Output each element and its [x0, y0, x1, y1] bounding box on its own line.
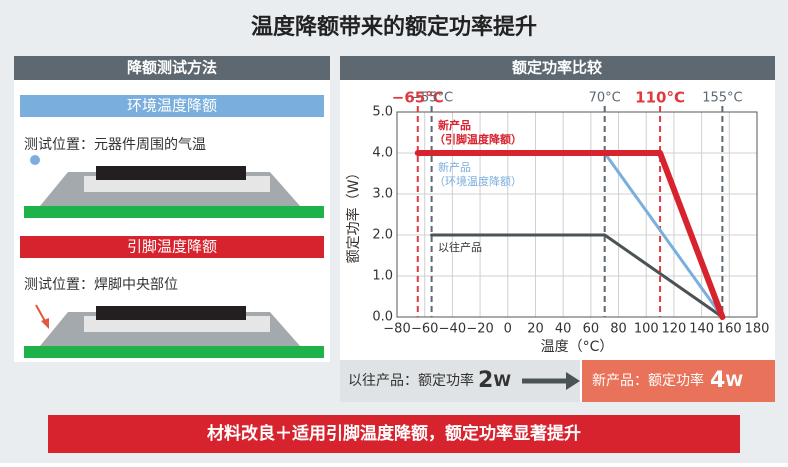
x-tick-label: 120: [662, 322, 687, 337]
chart: −80 −60 −40 −20 0 20 40 60 80 100 120 140 160 180 0.0 1…: [345, 89, 769, 356]
x-tick-label: −60: [411, 322, 438, 337]
title: 温度降额带来的额定功率提升: [251, 14, 537, 40]
old-compare: 以往产品：额定功率 2W: [348, 368, 511, 393]
footer: 材料改良＋适用引脚温度降额，额定功率显著提升: [207, 423, 581, 444]
new-compare: 新产品：额定功率 4W: [592, 368, 743, 393]
component-2: [24, 306, 324, 358]
left-header-bg: [14, 56, 330, 80]
reference-label: 110°C: [635, 89, 685, 107]
terminal-title: 引脚温度降额: [127, 238, 217, 256]
x-tick-label: 160: [717, 322, 742, 337]
y-tick-label: 5.0: [372, 105, 393, 120]
right-body: [340, 80, 775, 402]
series-name: 新产品: [438, 160, 471, 174]
series-name: 以往产品: [438, 240, 482, 254]
right-header: 额定功率比较: [512, 59, 602, 77]
x-tick-label: −20: [466, 322, 493, 337]
y-tick-label: 3.0: [372, 187, 393, 202]
x-tick-label: 40: [555, 322, 572, 337]
series-note: （环境温度降额）: [434, 174, 522, 188]
ambient-dot: [30, 155, 40, 165]
x-tick-label: 180: [745, 322, 770, 337]
x-tick-label: 140: [689, 322, 714, 337]
x-tick-label: 80: [610, 322, 627, 337]
component-1: [24, 166, 324, 218]
y-tick-label: 1.0: [372, 269, 393, 284]
x-tick-label: 100: [634, 322, 659, 337]
compare-arrow-head: [566, 372, 580, 390]
ambient-bar: [20, 95, 324, 117]
reference-label: 155°C: [702, 91, 742, 106]
y-tick-label: 4.0: [372, 146, 393, 161]
series-line: [414, 150, 726, 320]
x-tick-label: 0: [504, 322, 512, 337]
footer-bar: [48, 415, 740, 453]
reference-label: 70°C: [589, 91, 621, 106]
x-tick-label: 20: [527, 322, 544, 337]
reference-label: −65°C: [392, 89, 444, 107]
ambient-title: 环境温度降额: [127, 97, 217, 115]
x-axis-label: 温度（°C）: [541, 339, 614, 355]
left-header: 降额测试方法: [127, 59, 217, 77]
reference-label: −55°C: [410, 91, 453, 106]
series-note: （引脚温度降额）: [434, 132, 522, 146]
terminal-position: 测试位置：焊脚中央部位: [24, 277, 178, 293]
y-axis-label: 额定功率（W）: [345, 166, 362, 264]
series-line: [430, 233, 724, 319]
plot-frame: [396, 111, 758, 318]
x-tick-label: −40: [439, 322, 466, 337]
y-tick-label: 2.0: [372, 228, 393, 243]
x-tick-label: −80: [383, 322, 410, 337]
terminal-bar: [20, 236, 324, 258]
right-header-bg: [340, 56, 775, 80]
arrow-head: [41, 318, 49, 329]
series-name: 新产品: [438, 118, 471, 132]
new-box: [582, 360, 775, 402]
ambient-position: 测试位置：元器件周围的气温: [24, 137, 206, 153]
x-tick-label: 60: [583, 322, 600, 337]
y-tick-label: 0.0: [372, 310, 393, 325]
